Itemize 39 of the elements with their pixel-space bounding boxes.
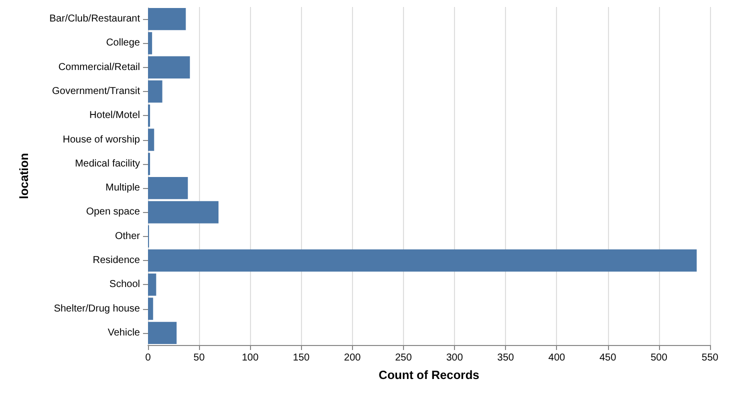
bar: [148, 201, 219, 224]
x-tick-label: 0: [145, 352, 152, 364]
y-tick-label: Other: [114, 230, 141, 242]
y-axis-title: location: [17, 152, 31, 200]
bar: [148, 298, 154, 320]
x-tick-label: 200: [344, 352, 362, 364]
x-tick-label: 500: [650, 352, 668, 364]
bar: [148, 32, 152, 54]
bar: [148, 176, 188, 200]
y-tick-label: Vehicle: [108, 327, 140, 338]
bar: [148, 322, 177, 344]
y-tick-label: Open space: [86, 206, 140, 218]
x-axis-title: Count of Records: [378, 368, 480, 382]
bar: [148, 80, 162, 103]
bar: [148, 128, 154, 151]
bar: [148, 274, 156, 296]
y-tick-label: Bar/Club/Restaurant: [49, 14, 140, 25]
x-tick-label: 300: [446, 352, 464, 364]
x-tick-label: 50: [194, 352, 206, 364]
x-tick-label: 100: [242, 352, 259, 364]
x-tick-label: 400: [548, 352, 566, 364]
y-tick-label: Hotel/Motel: [89, 110, 140, 122]
y-tick-label: School: [109, 279, 140, 290]
y-tick-label: Commercial/Retail: [58, 62, 140, 73]
bar: [148, 56, 190, 78]
y-tick-label: Shelter/Drug house: [54, 303, 140, 314]
y-tick-label: Residence: [92, 255, 140, 266]
x-tick-label: 450: [599, 352, 617, 364]
x-tick-label: 350: [497, 352, 514, 364]
bar: [148, 8, 186, 30]
x-tick-label: 150: [292, 352, 310, 364]
y-tick-label: Government/Transit: [52, 86, 140, 97]
y-tick-label: House of worship: [62, 134, 140, 146]
bar: [148, 249, 697, 272]
y-tick-label: Multiple: [106, 182, 140, 194]
x-tick-label: 250: [395, 352, 412, 364]
x-tick-label: 550: [702, 352, 719, 364]
y-tick-label: College: [106, 38, 140, 49]
y-tick-label: Medical facility: [74, 158, 140, 170]
